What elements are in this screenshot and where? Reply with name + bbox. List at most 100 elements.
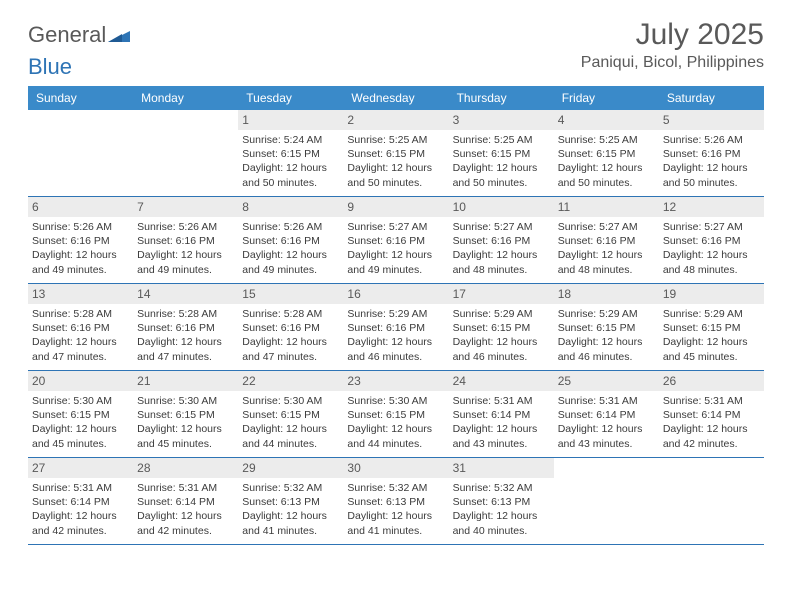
day-number: 14	[133, 284, 238, 304]
day-info: Sunrise: 5:25 AMSunset: 6:15 PMDaylight:…	[347, 133, 444, 190]
weekday-friday: Friday	[554, 86, 659, 110]
day-info: Sunrise: 5:25 AMSunset: 6:15 PMDaylight:…	[558, 133, 655, 190]
day-number	[659, 458, 764, 478]
day-number: 17	[449, 284, 554, 304]
day-info: Sunrise: 5:30 AMSunset: 6:15 PMDaylight:…	[32, 394, 129, 451]
week-row: 6 Sunrise: 5:26 AMSunset: 6:16 PMDaylight…	[28, 197, 764, 284]
day-cell: 1 Sunrise: 5:24 AMSunset: 6:15 PMDaylight…	[238, 110, 343, 196]
day-number: 21	[133, 371, 238, 391]
weekday-sunday: Sunday	[28, 86, 133, 110]
day-info: Sunrise: 5:26 AMSunset: 6:16 PMDaylight:…	[32, 220, 129, 277]
day-number: 31	[449, 458, 554, 478]
day-cell: 10 Sunrise: 5:27 AMSunset: 6:16 PMDayligh…	[449, 197, 554, 283]
weekday-wednesday: Wednesday	[343, 86, 448, 110]
day-info: Sunrise: 5:29 AMSunset: 6:15 PMDaylight:…	[453, 307, 550, 364]
day-number: 26	[659, 371, 764, 391]
day-info: Sunrise: 5:28 AMSunset: 6:16 PMDaylight:…	[242, 307, 339, 364]
day-number: 9	[343, 197, 448, 217]
day-info: Sunrise: 5:27 AMSunset: 6:16 PMDaylight:…	[558, 220, 655, 277]
brand-triangle-icon	[108, 24, 130, 46]
day-cell: 4 Sunrise: 5:25 AMSunset: 6:15 PMDaylight…	[554, 110, 659, 196]
day-number	[28, 110, 133, 130]
day-number: 1	[238, 110, 343, 130]
day-cell: 21 Sunrise: 5:30 AMSunset: 6:15 PMDayligh…	[133, 371, 238, 457]
day-info: Sunrise: 5:25 AMSunset: 6:15 PMDaylight:…	[453, 133, 550, 190]
brand-part2: Blue	[28, 54, 72, 79]
day-number: 30	[343, 458, 448, 478]
day-cell: 14 Sunrise: 5:28 AMSunset: 6:16 PMDayligh…	[133, 284, 238, 370]
day-cell: 22 Sunrise: 5:30 AMSunset: 6:15 PMDayligh…	[238, 371, 343, 457]
day-info: Sunrise: 5:32 AMSunset: 6:13 PMDaylight:…	[242, 481, 339, 538]
day-number: 2	[343, 110, 448, 130]
day-cell: 25 Sunrise: 5:31 AMSunset: 6:14 PMDayligh…	[554, 371, 659, 457]
day-cell: 12 Sunrise: 5:27 AMSunset: 6:16 PMDayligh…	[659, 197, 764, 283]
day-number: 4	[554, 110, 659, 130]
day-empty	[659, 458, 764, 544]
weekday-monday: Monday	[133, 86, 238, 110]
day-empty	[554, 458, 659, 544]
day-info: Sunrise: 5:24 AMSunset: 6:15 PMDaylight:…	[242, 133, 339, 190]
day-info: Sunrise: 5:27 AMSunset: 6:16 PMDaylight:…	[453, 220, 550, 277]
day-cell: 18 Sunrise: 5:29 AMSunset: 6:15 PMDayligh…	[554, 284, 659, 370]
day-info: Sunrise: 5:30 AMSunset: 6:15 PMDaylight:…	[347, 394, 444, 451]
day-info: Sunrise: 5:26 AMSunset: 6:16 PMDaylight:…	[242, 220, 339, 277]
day-cell: 2 Sunrise: 5:25 AMSunset: 6:15 PMDaylight…	[343, 110, 448, 196]
day-number	[133, 110, 238, 130]
day-number: 7	[133, 197, 238, 217]
location-text: Paniqui, Bicol, Philippines	[581, 54, 764, 72]
day-cell: 7Sunrise: 5:26 AMSunset: 6:16 PMDaylight…	[133, 197, 238, 283]
day-info: Sunrise: 5:29 AMSunset: 6:16 PMDaylight:…	[347, 307, 444, 364]
day-info: Sunrise: 5:27 AMSunset: 6:16 PMDaylight:…	[663, 220, 760, 277]
day-info: Sunrise: 5:31 AMSunset: 6:14 PMDaylight:…	[32, 481, 129, 538]
day-info: Sunrise: 5:31 AMSunset: 6:14 PMDaylight:…	[558, 394, 655, 451]
day-cell: 29Sunrise: 5:32 AMSunset: 6:13 PMDayligh…	[238, 458, 343, 544]
day-info: Sunrise: 5:30 AMSunset: 6:15 PMDaylight:…	[242, 394, 339, 451]
day-cell: 24Sunrise: 5:31 AMSunset: 6:14 PMDayligh…	[449, 371, 554, 457]
day-number: 27	[28, 458, 133, 478]
weekday-header: SundayMondayTuesdayWednesdayThursdayFrid…	[28, 86, 764, 110]
weekday-tuesday: Tuesday	[238, 86, 343, 110]
week-row: 1 Sunrise: 5:24 AMSunset: 6:15 PMDaylight…	[28, 110, 764, 197]
day-empty	[133, 110, 238, 196]
day-number: 5	[659, 110, 764, 130]
day-number: 22	[238, 371, 343, 391]
day-cell: 5Sunrise: 5:26 AMSunset: 6:16 PMDaylight…	[659, 110, 764, 196]
day-cell: 9 Sunrise: 5:27 AMSunset: 6:16 PMDaylight…	[343, 197, 448, 283]
day-info: Sunrise: 5:27 AMSunset: 6:16 PMDaylight:…	[347, 220, 444, 277]
brand-logo: General Blue	[28, 24, 130, 78]
day-cell: 31Sunrise: 5:32 AMSunset: 6:13 PMDayligh…	[449, 458, 554, 544]
day-cell: 3Sunrise: 5:25 AMSunset: 6:15 PMDaylight…	[449, 110, 554, 196]
day-number: 10	[449, 197, 554, 217]
day-cell: 30Sunrise: 5:32 AMSunset: 6:13 PMDayligh…	[343, 458, 448, 544]
brand-text: General Blue	[28, 24, 130, 78]
day-cell: 26 Sunrise: 5:31 AMSunset: 6:14 PMDayligh…	[659, 371, 764, 457]
brand-part1: General	[28, 22, 106, 47]
day-number: 6	[28, 197, 133, 217]
day-number: 15	[238, 284, 343, 304]
day-number: 13	[28, 284, 133, 304]
header-row: General Blue July 2025 Paniqui, Bicol, Ph…	[28, 18, 764, 78]
day-info: Sunrise: 5:30 AMSunset: 6:15 PMDaylight:…	[137, 394, 234, 451]
day-cell: 28Sunrise: 5:31 AMSunset: 6:14 PMDayligh…	[133, 458, 238, 544]
title-block: July 2025 Paniqui, Bicol, Philippines	[581, 18, 764, 72]
day-number: 12	[659, 197, 764, 217]
day-number	[554, 458, 659, 478]
day-info: Sunrise: 5:28 AMSunset: 6:16 PMDaylight:…	[137, 307, 234, 364]
day-number: 28	[133, 458, 238, 478]
day-cell: 8 Sunrise: 5:26 AMSunset: 6:16 PMDaylight…	[238, 197, 343, 283]
day-cell: 17 Sunrise: 5:29 AMSunset: 6:15 PMDayligh…	[449, 284, 554, 370]
week-row: 13Sunrise: 5:28 AMSunset: 6:16 PMDayligh…	[28, 284, 764, 371]
day-info: Sunrise: 5:28 AMSunset: 6:16 PMDaylight:…	[32, 307, 129, 364]
day-cell: 23Sunrise: 5:30 AMSunset: 6:15 PMDayligh…	[343, 371, 448, 457]
day-number: 8	[238, 197, 343, 217]
day-empty	[28, 110, 133, 196]
day-info: Sunrise: 5:29 AMSunset: 6:15 PMDaylight:…	[558, 307, 655, 364]
day-info: Sunrise: 5:31 AMSunset: 6:14 PMDaylight:…	[663, 394, 760, 451]
day-cell: 11Sunrise: 5:27 AMSunset: 6:16 PMDayligh…	[554, 197, 659, 283]
weekday-thursday: Thursday	[449, 86, 554, 110]
day-cell: 15 Sunrise: 5:28 AMSunset: 6:16 PMDayligh…	[238, 284, 343, 370]
day-number: 25	[554, 371, 659, 391]
day-cell: 20Sunrise: 5:30 AMSunset: 6:15 PMDayligh…	[28, 371, 133, 457]
day-number: 19	[659, 284, 764, 304]
day-number: 18	[554, 284, 659, 304]
